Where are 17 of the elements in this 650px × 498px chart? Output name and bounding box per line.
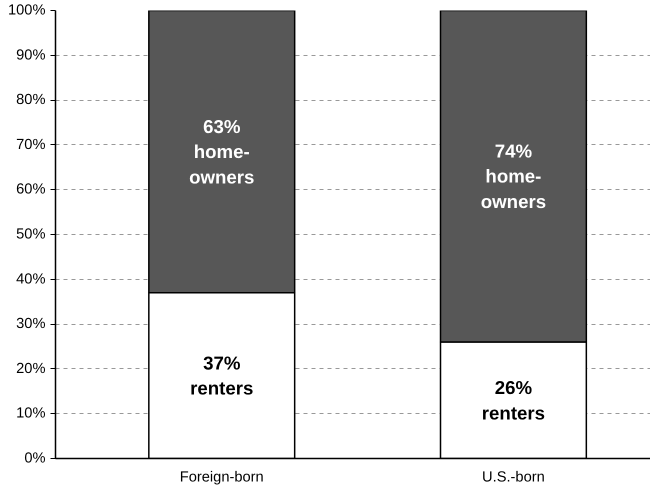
y-tick-label: 20% [16,360,46,377]
data-label: 37% renters [190,352,254,399]
x-tick-label: U.S.-born [482,470,545,486]
y-tick-label: 70% [16,136,46,153]
y-tick-label: 10% [16,406,46,422]
y-tick-label: 100% [8,2,46,18]
data-label: 26% renters [482,377,546,424]
y-tick-label: 80% [16,92,46,108]
data-label: 63% home- owners [189,116,254,188]
y-tick-label: 90% [16,47,46,64]
y-tick-label: 30% [16,316,46,332]
y-tick-label: 60% [16,182,46,198]
y-tick-label: 0% [24,450,46,466]
data-label: 74% home- owners [480,140,546,212]
y-tick-label: 50% [16,226,46,242]
y-tick-label: 40% [16,271,46,288]
x-tick-label: Foreign-born [180,470,264,486]
